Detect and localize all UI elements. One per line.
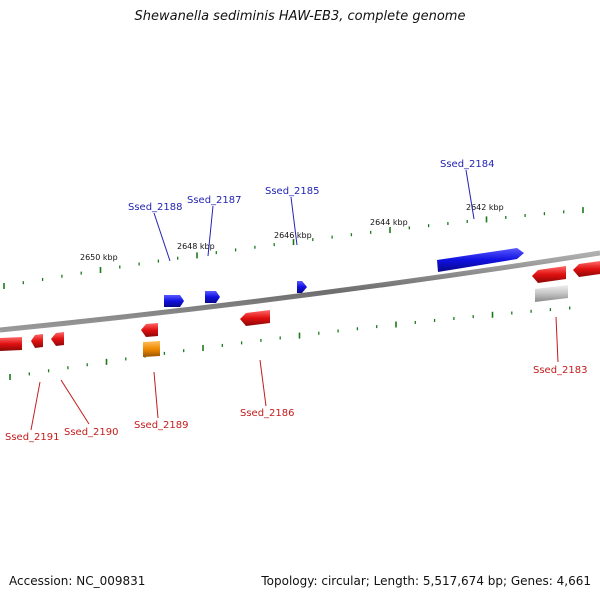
gene-label-ssed-2191[interactable]: Ssed_2191 (5, 432, 60, 443)
leader-line (153, 371, 159, 419)
reverse-scale-ticks (9, 306, 571, 380)
gene-ssed-2185[interactable] (297, 281, 307, 293)
leader-line (30, 381, 41, 431)
leader-line (153, 212, 171, 262)
scale-label: 2650 kbp (80, 253, 118, 262)
genome-summary-text: Topology: circular; Length: 5,517,674 bp… (261, 574, 591, 588)
genome-backbone (0, 250, 600, 333)
gene-ssed-2186[interactable] (240, 310, 270, 326)
gene-ssed-2184[interactable] (437, 248, 524, 272)
gene-ssed-2188[interactable] (164, 295, 184, 307)
scale-label: 2642 kbp (466, 203, 504, 212)
scale-label: 2644 kbp (370, 218, 408, 227)
scale-label: 2646 kbp (274, 231, 312, 240)
accession-text: Accession: NC_009831 (9, 574, 146, 588)
leader-line (290, 196, 298, 246)
gene-ssed-2190[interactable] (51, 332, 64, 346)
gene-label-ssed-2187[interactable]: Ssed_2187 (187, 195, 242, 206)
leader-line (207, 205, 214, 257)
gene-label-ssed-2190[interactable]: Ssed_2190 (64, 427, 119, 438)
gene-label-ssed-2183[interactable]: Ssed_2183 (533, 365, 588, 376)
forward-scale-ticks (3, 207, 584, 289)
gene-red-right-b[interactable] (573, 261, 600, 277)
gene-label-ssed-2186[interactable]: Ssed_2186 (240, 408, 295, 419)
gene-ssed-2191[interactable] (31, 334, 43, 348)
page-title: Shewanella sediminis HAW-EB3, complete g… (134, 9, 466, 24)
gene-red-right-a[interactable] (532, 266, 566, 283)
leader-line (259, 359, 267, 407)
gene-ssed-2189[interactable] (143, 341, 160, 357)
leader-line (555, 316, 559, 363)
gene-ssed-2183[interactable] (535, 285, 568, 302)
gene-ssed-2189-a[interactable] (141, 323, 158, 337)
gene-label-ssed-2188[interactable]: Ssed_2188 (128, 202, 183, 213)
gene-label-ssed-2185[interactable]: Ssed_2185 (265, 186, 320, 197)
gene-ssed-2187[interactable] (205, 291, 220, 303)
gene-label-ssed-2184[interactable]: Ssed_2184 (440, 159, 495, 170)
gene-label-ssed-2189[interactable]: Ssed_2189 (134, 420, 189, 431)
leader-line (60, 379, 90, 425)
scale-label: 2648 kbp (177, 242, 215, 251)
gene-red-left-edge[interactable] (0, 337, 22, 351)
leader-line (465, 169, 475, 220)
